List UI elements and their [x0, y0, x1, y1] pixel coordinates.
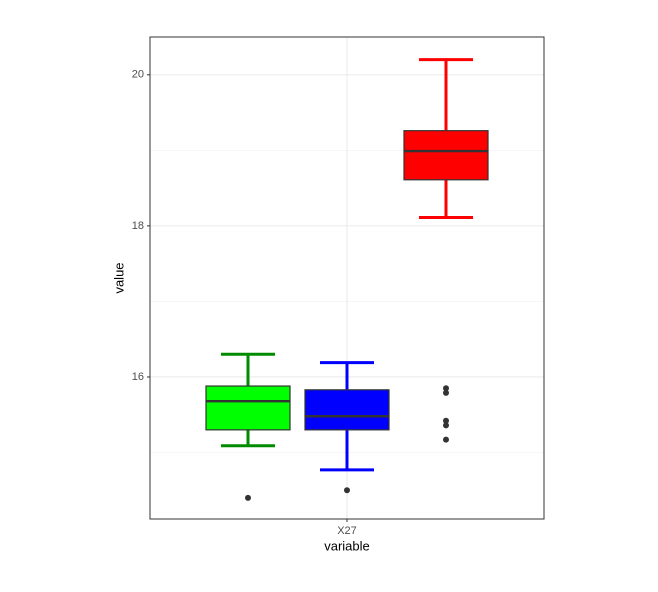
outlier	[344, 487, 350, 494]
outlier	[443, 417, 449, 424]
outlier	[443, 385, 449, 392]
box	[403, 130, 489, 181]
y-tick-label: 16	[132, 371, 144, 383]
outlier	[443, 422, 449, 429]
box	[205, 385, 291, 431]
y-tick-label: 18	[132, 220, 144, 232]
x-axis-title: variable	[324, 538, 370, 553]
box	[304, 389, 390, 431]
outlier	[443, 389, 449, 396]
x-tick-label: X27	[337, 525, 357, 537]
y-tick-label: 20	[132, 69, 144, 81]
plot-border	[149, 36, 545, 520]
y-axis-title: value	[111, 262, 126, 293]
outlier	[443, 436, 449, 443]
outlier	[245, 494, 251, 501]
